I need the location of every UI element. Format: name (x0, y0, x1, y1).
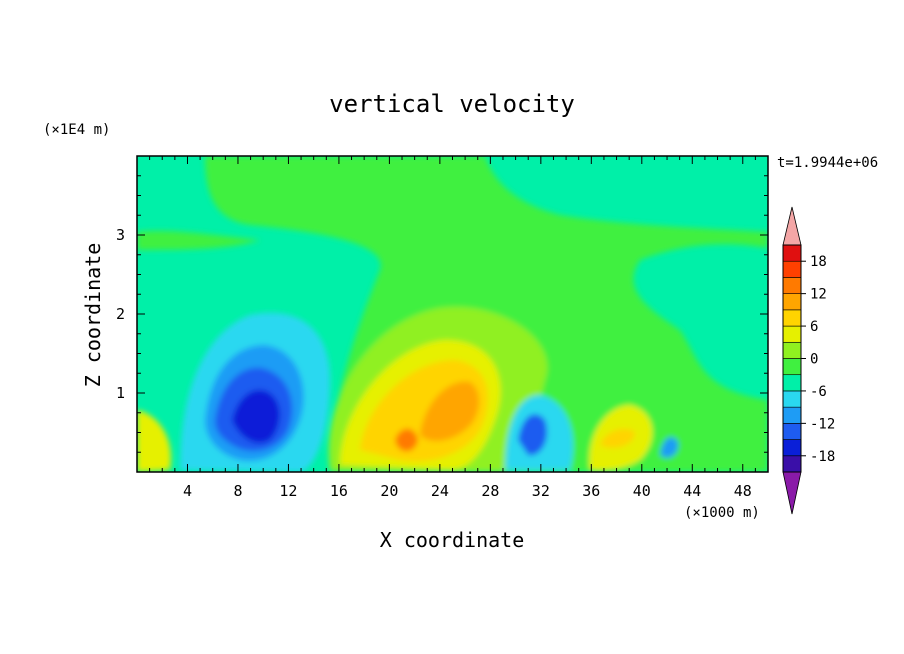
y-tick-label: 2 (116, 305, 125, 323)
colorbar-band (782, 325, 802, 343)
colorbar-band (782, 260, 802, 278)
x-tick-label: 48 (734, 482, 752, 500)
x-ticks: 4 8 12 16 20 24 28 32 36 40 44 48 (149, 156, 756, 500)
colorbar-band (782, 293, 802, 311)
chart-title: vertical velocity (329, 90, 575, 118)
contour-updraft-right-core (600, 428, 635, 448)
y-axis-label: Z coordinate (81, 243, 105, 388)
contour-downdraft-12 (232, 389, 280, 444)
y-ticks: 1 2 3 (116, 175, 768, 453)
colorbar-label: 18 (810, 254, 827, 270)
colorbar-band (782, 277, 802, 294)
x-tick-label: 28 (481, 482, 499, 500)
colorbar-band (782, 309, 802, 327)
colorbar-band (782, 244, 802, 262)
colorbar-label: -18 (810, 449, 835, 465)
colorbar-label: 0 (810, 352, 818, 368)
colorbar-bottom-arrow (782, 471, 802, 515)
x-tick-label: 44 (683, 482, 701, 500)
colorbar-band (782, 406, 802, 424)
contour-downdraft-small (660, 437, 679, 458)
colorbar-band (782, 358, 802, 376)
x-axis-label: X coordinate (380, 528, 525, 552)
x-tick-label: 12 (279, 482, 297, 500)
x-tick-label: 40 (633, 482, 651, 500)
colorbar-label: -12 (810, 416, 835, 432)
colorbar-label: -6 (810, 384, 827, 400)
contour-downdraft-right-core (518, 414, 548, 456)
colorbar: 18 12 6 0 -6 -12 -18 (782, 206, 835, 515)
contour-zero-strip (137, 230, 260, 250)
colorbar-top-arrow (782, 206, 802, 246)
x-tick-label: 20 (380, 482, 398, 500)
y-unit-label: (×1E4 m) (43, 122, 110, 138)
x-tick-label: 16 (330, 482, 348, 500)
colorbar-band (782, 455, 802, 473)
contour-updraft-15 (395, 428, 418, 452)
time-label: t=1.9944e+06 (777, 155, 878, 171)
colorbar-band (782, 423, 802, 440)
colorbar-band (782, 390, 802, 408)
x-tick-label: 24 (431, 482, 449, 500)
colorbar-band (782, 341, 802, 359)
colorbar-label: 12 (810, 287, 827, 303)
contour-updraft-left-edge (137, 410, 171, 472)
y-tick-label: 3 (116, 226, 125, 244)
colorbar-band (782, 439, 802, 457)
colorbar-label: 6 (810, 319, 818, 335)
x-tick-label: 8 (233, 482, 242, 500)
colorbar-band (782, 374, 802, 392)
x-tick-label: 4 (183, 482, 192, 500)
x-unit-label: (×1000 m) (684, 505, 760, 521)
x-tick-label: 32 (532, 482, 550, 500)
x-tick-label: 36 (582, 482, 600, 500)
y-tick-label: 1 (116, 384, 125, 402)
velocity-field (137, 156, 768, 472)
contour-updraft-12 (420, 381, 480, 442)
